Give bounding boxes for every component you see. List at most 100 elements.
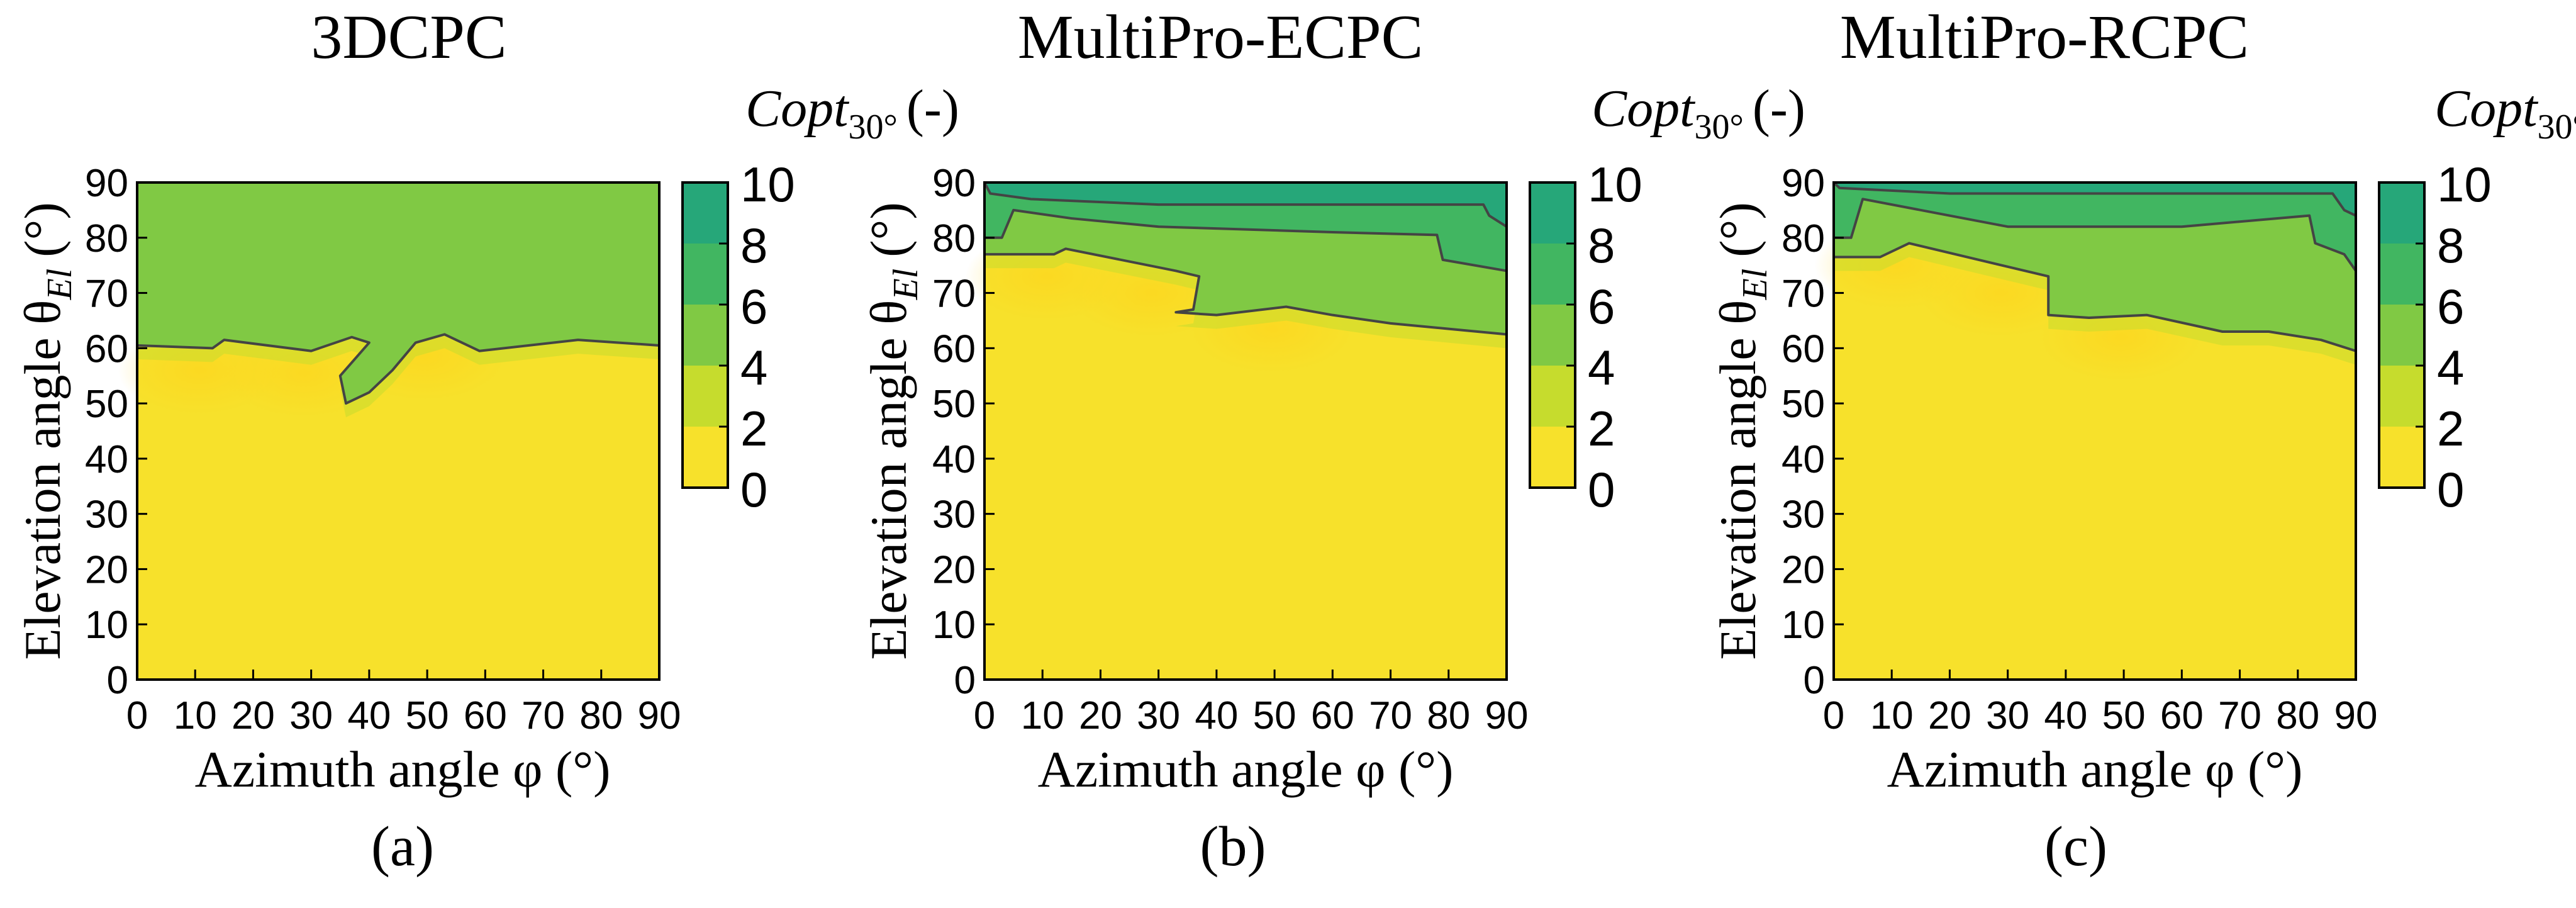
y-tick-label: 70 [85,272,128,316]
contour-line-8-10 [1832,181,2356,217]
colorbar-segment [2379,244,2424,305]
panel-label: (c) [2044,816,2107,878]
y-tick-label: 80 [932,217,976,261]
colorbar-tick-label: 0 [740,462,767,517]
colorbar-segment [683,366,728,427]
y-axis: 0 10 20 30 40 50 60 70 80 90 [932,162,995,702]
y-tick-label: 80 [1781,217,1825,261]
y-axis-label: Elevation angle θEl(°) [1709,202,1775,659]
panel-label: (a) [371,816,434,878]
y-tick-label: 70 [1781,272,1825,316]
y-tick-label: 60 [932,327,976,371]
colorbar-segment [2379,366,2424,427]
x-axis: 0 10 20 30 40 50 60 70 80 90 [974,670,1529,737]
colorbar-label: Copt30°(-) [2434,79,2576,147]
x-tick-label: 10 [174,694,217,737]
x-tick-label: 0 [126,694,148,737]
y-tick-label: 40 [1781,438,1825,481]
x-tick-label: 90 [638,694,681,737]
y-tick-label: 20 [85,548,128,591]
x-tick-label: 80 [579,694,623,737]
colorbar: 0 2 4 6 8 10 [681,157,795,517]
plot-frame [1832,181,2357,681]
colorbar-tick-label: 8 [2437,218,2464,273]
x-tick-label: 0 [974,694,995,737]
colorbar-label: Copt30°(-) [1592,79,1805,147]
x-tick-label: 0 [1823,694,1844,737]
y-tick-label: 30 [85,493,128,537]
colorbar-segment [2379,427,2424,488]
colorbar-tick-label: 10 [1588,157,1642,212]
colorbar-segment [2379,182,2424,244]
band-2-4 [984,249,1507,349]
band-2-4 [1834,243,2356,365]
x-tick-label: 40 [2044,694,2087,737]
colorbar-tick-label: 4 [2437,340,2464,395]
x-tick-label: 10 [1870,694,1914,737]
contour-line-6-8 [1834,198,2357,272]
x-tick-label: 50 [1253,694,1296,737]
x-tick-label: 80 [2276,694,2319,737]
contour-line-4-6 [984,247,1507,336]
colorbar-tick-label: 6 [740,279,767,334]
colorbar-tick-label: 2 [740,401,767,456]
x-tick-label: 90 [1485,694,1529,737]
y-axis-label-subscript: El [886,269,925,301]
colorbar-segment [2379,305,2424,366]
x-tick-label: 30 [1137,694,1180,737]
colorbar-segment [1530,305,1575,366]
colorbar-segment [1530,182,1575,244]
contour-line-4-6 [1834,242,2356,352]
y-axis: 0 10 20 30 40 50 60 70 80 90 [85,162,147,702]
y-axis: 0 10 20 30 40 50 60 70 80 90 [1781,162,1844,702]
colorbar-segment [683,427,728,488]
x-tick-label: 10 [1021,694,1064,737]
colorbar-tick-label: 10 [2437,157,2492,212]
colorbar-segment [683,305,728,366]
panel-label: (b) [1200,816,1266,878]
heatmap-fill [1814,182,2356,680]
x-tick-label: 50 [406,694,449,737]
y-tick-label: 10 [932,603,976,647]
colorbar: 0 2 4 6 8 10 [1529,157,1642,517]
contour-lines [983,182,1508,336]
colorbar-tick-label: 10 [740,157,795,212]
colorbar-tick-label: 4 [740,340,767,395]
y-tick-label: 10 [1781,603,1825,647]
y-tick-label: 40 [85,438,128,481]
y-tick-label: 20 [1781,548,1825,591]
x-tick-label: 60 [464,694,507,737]
y-tick-label: 70 [932,272,976,316]
colorbar-tick-label: 6 [1588,279,1615,334]
x-tick-label: 30 [289,694,333,737]
colorbar-frame [2378,181,2426,489]
colorbar-frame [681,181,729,489]
y-axis-label: Elevation angle θEl(°) [14,202,79,659]
x-tick-label: 40 [1195,694,1238,737]
colorbar-tick-label: 0 [2437,462,2464,517]
y-tick-label: 40 [932,438,976,481]
contour-lines [1832,181,2357,352]
colorbar-tick-label: 8 [740,218,767,273]
x-tick-label: 40 [347,694,391,737]
y-tick-label: 10 [85,603,128,647]
x-tick-label: 20 [1079,694,1122,737]
x-axis: 0 10 20 30 40 50 60 70 80 90 [1823,670,2377,737]
x-tick-label: 30 [1986,694,2029,737]
y-tick-label: 90 [85,162,128,205]
x-tick-label: 80 [1427,694,1470,737]
x-axis-label: Azimuth angle φ (°) [1887,741,2303,798]
y-tick-label: 60 [1781,327,1825,371]
colorbar-tick-label: 8 [1588,218,1615,273]
y-tick-label: 50 [85,383,128,426]
band-4-6 [1834,182,2356,351]
y-axis-label-subscript: El [1736,269,1775,301]
colorbar-segment [683,244,728,305]
colorbar-segment [1530,244,1575,305]
y-axis-label-subscript: El [40,269,79,301]
panel-title: 3DCPC [311,2,506,72]
plot-area [965,181,1508,681]
y-tick-label: 0 [1804,659,1825,702]
